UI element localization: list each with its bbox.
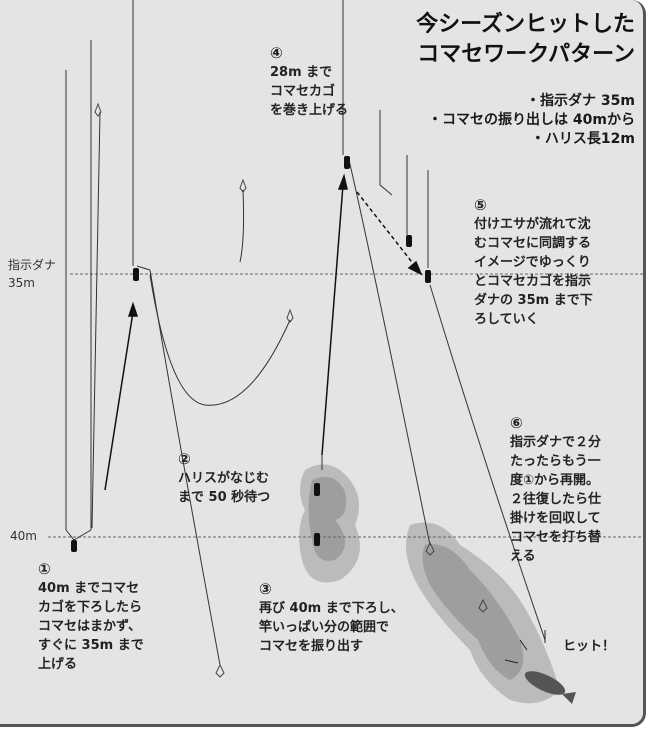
step-line: コマセを振り出す bbox=[259, 639, 364, 654]
step-line: を巻き上げる bbox=[270, 103, 349, 118]
sinkers bbox=[71, 156, 431, 552]
hook-icon bbox=[215, 663, 225, 678]
rig-lines bbox=[65, 0, 546, 666]
title-line: 今シーズンヒットした bbox=[416, 12, 635, 37]
hook-icon bbox=[425, 541, 435, 556]
bottom-depth-label: 40m bbox=[10, 529, 37, 543]
tana-depth-text: 35m bbox=[8, 276, 35, 290]
tana-label-text: 指示ダナ bbox=[8, 258, 57, 272]
sinker-icon bbox=[71, 540, 77, 552]
diagram-title: 今シーズンヒットした コマセワークパターン bbox=[416, 10, 635, 70]
step-5: ⑤ 付けエサが流れて沈 むコマセに同調する イメージでゆっくり とコマセカゴを指… bbox=[474, 196, 593, 329]
sinker-icon bbox=[314, 483, 320, 496]
tana-label: 指示ダナ 35m bbox=[8, 256, 56, 292]
step-line: 付けエサが流れて沈 bbox=[474, 217, 591, 232]
title-line: コマセワークパターン bbox=[417, 42, 635, 67]
sinker-icon bbox=[406, 235, 412, 247]
step-line: える bbox=[510, 549, 536, 564]
sinker-icon bbox=[344, 156, 350, 169]
sinker-icon bbox=[133, 268, 139, 281]
condition-item: ・ハリス長12m bbox=[530, 131, 635, 147]
hook-icon bbox=[478, 598, 488, 613]
sinker-icon bbox=[314, 533, 320, 546]
step-line: 28m まで bbox=[270, 65, 333, 80]
step-line: ハリスがなじむ bbox=[178, 471, 270, 486]
step-number: ④ bbox=[270, 44, 283, 62]
conditions-list: ・指示ダナ 35m ・コマセの振り出しは 40mから ・ハリス長12m bbox=[428, 92, 635, 149]
step-line: コマセカゴ bbox=[270, 84, 336, 99]
condition-item: ・コマセの振り出しは 40mから bbox=[428, 112, 635, 128]
step-line: 竿いっぱい分の範囲で bbox=[259, 620, 390, 635]
step-line: コマセはまかず、 bbox=[38, 619, 142, 634]
sinker-icon bbox=[425, 270, 431, 283]
step-1: ① 40m までコマセ カゴを下ろしたら コマセはまかず、 すぐに 35m まで… bbox=[38, 560, 144, 674]
step-line: イメージでゆっくり bbox=[474, 255, 591, 270]
step-number: ⑤ bbox=[474, 196, 487, 214]
step-line: 40m までコマセ bbox=[38, 581, 140, 596]
step-line: まで 50 秒待つ bbox=[178, 490, 271, 505]
hook-icon bbox=[239, 178, 247, 193]
step-line: カゴを下ろしたら bbox=[38, 600, 143, 615]
step-line: 指示ダナで２分 bbox=[510, 435, 602, 450]
step-line: むコマセに同調する bbox=[474, 236, 592, 251]
condition-item: ・指示ダナ 35m bbox=[526, 93, 635, 109]
step-line: コマセを打ち替 bbox=[510, 530, 602, 545]
step-line: たったらもう一 bbox=[510, 454, 601, 469]
step-number: ② bbox=[178, 450, 191, 468]
step-number: ① bbox=[38, 560, 51, 578]
step-4: ④ 28m まで コマセカゴ を巻き上げる bbox=[270, 44, 348, 120]
step-3: ③ 再び 40m まで下ろし、 竿いっぱい分の範囲で コマセを振り出す bbox=[259, 580, 404, 656]
depth-lines bbox=[48, 273, 643, 538]
hit-label: ヒット！ bbox=[563, 639, 616, 654]
step-6: ⑥ 指示ダナで２分 たったらもう一 度①から再開。 ２往復したら仕 掛けを回収し… bbox=[510, 414, 601, 566]
fish-icon bbox=[504, 630, 576, 704]
hooks bbox=[94, 102, 488, 678]
step-line: ダナの 35m まで下 bbox=[474, 293, 593, 308]
step-line: すぐに 35m まで bbox=[38, 638, 144, 653]
hook-icon bbox=[94, 102, 102, 117]
step-line: 上げる bbox=[38, 657, 78, 672]
step-line: 掛けを回収して bbox=[510, 511, 601, 526]
step-number: ⑥ bbox=[510, 414, 523, 432]
step-line: とコマセカゴを指示 bbox=[474, 274, 592, 289]
hook-icon bbox=[286, 308, 294, 323]
step-line: ろしていく bbox=[474, 312, 539, 327]
step-line: 再び 40m まで下ろし、 bbox=[259, 601, 404, 616]
step-line: ２往復したら仕 bbox=[510, 492, 602, 507]
arrows bbox=[104, 173, 423, 491]
step-2: ② ハリスがなじむ まで 50 秒待つ bbox=[178, 450, 270, 507]
step-line: 度①から再開。 bbox=[510, 473, 600, 488]
step-number: ③ bbox=[259, 580, 272, 598]
